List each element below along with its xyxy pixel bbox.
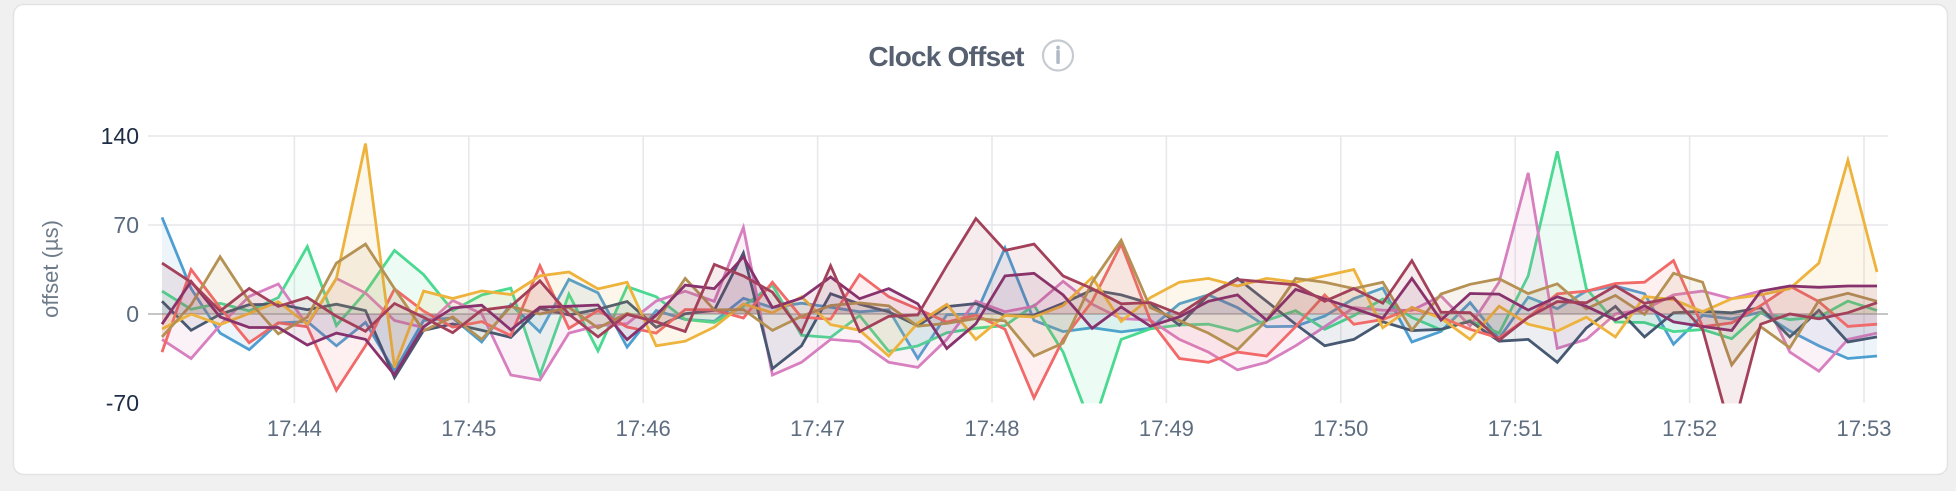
svg-text:17:51: 17:51 — [1488, 416, 1543, 441]
svg-text:17:44: 17:44 — [267, 416, 322, 441]
svg-text:17:47: 17:47 — [790, 416, 845, 441]
svg-text:140: 140 — [101, 123, 139, 149]
svg-text:17:53: 17:53 — [1836, 416, 1891, 441]
svg-text:offset (µs): offset (µs) — [38, 220, 63, 318]
svg-text:17:50: 17:50 — [1313, 416, 1368, 441]
svg-text:17:52: 17:52 — [1662, 416, 1717, 441]
svg-text:17:46: 17:46 — [616, 416, 671, 441]
svg-text:17:45: 17:45 — [441, 416, 496, 441]
svg-text:-70: -70 — [106, 390, 139, 416]
svg-text:Clock Offset: Clock Offset — [868, 41, 1024, 72]
svg-text:70: 70 — [113, 212, 139, 238]
svg-text:17:48: 17:48 — [964, 416, 1019, 441]
svg-text:0: 0 — [126, 301, 139, 327]
svg-text:17:49: 17:49 — [1139, 416, 1194, 441]
